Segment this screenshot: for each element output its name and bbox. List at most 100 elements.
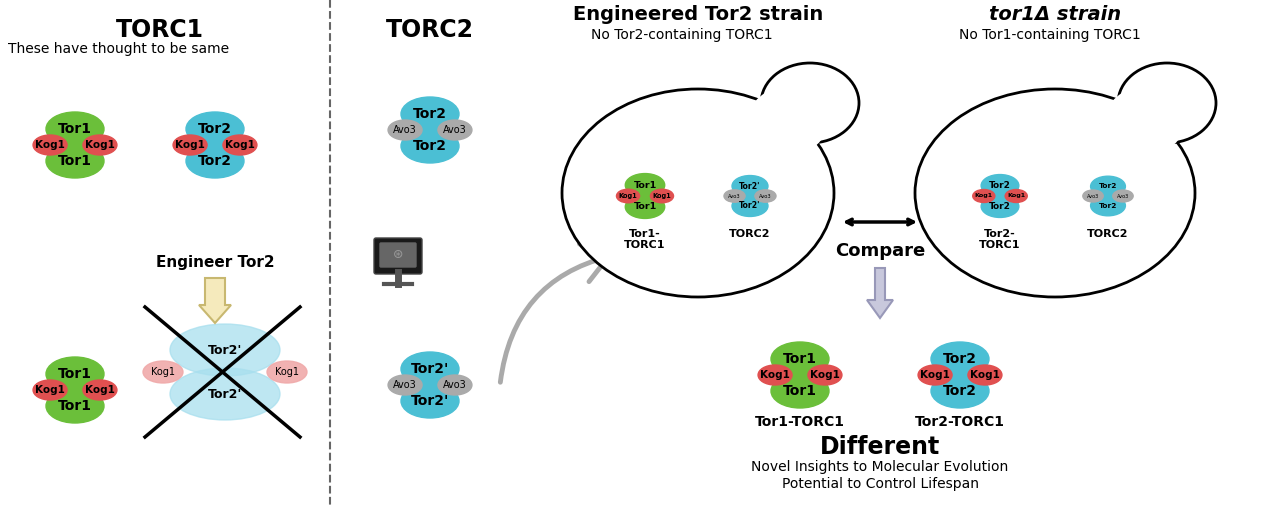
Ellipse shape xyxy=(617,189,640,203)
Ellipse shape xyxy=(982,174,1019,197)
Text: Tor2: Tor2 xyxy=(989,181,1011,190)
Text: Tor2': Tor2' xyxy=(740,201,760,210)
Text: Tor2: Tor2 xyxy=(413,107,447,121)
Text: Tor2': Tor2' xyxy=(207,387,242,401)
FancyArrowPatch shape xyxy=(500,244,608,382)
Text: Engineer Tor2: Engineer Tor2 xyxy=(156,255,274,270)
Ellipse shape xyxy=(186,112,244,146)
Ellipse shape xyxy=(625,195,664,219)
Text: Kog1: Kog1 xyxy=(35,140,65,150)
Text: No Tor2-containing TORC1: No Tor2-containing TORC1 xyxy=(591,28,773,42)
Text: Kog1: Kog1 xyxy=(84,140,115,150)
Ellipse shape xyxy=(771,374,829,408)
Ellipse shape xyxy=(143,361,183,383)
Ellipse shape xyxy=(170,324,280,376)
Text: Kog1: Kog1 xyxy=(920,370,950,380)
Text: Novel Insights to Molecular Evolution: Novel Insights to Molecular Evolution xyxy=(751,460,1009,474)
Text: Tor2: Tor2 xyxy=(1098,184,1117,190)
Ellipse shape xyxy=(915,89,1196,297)
Text: Tor2': Tor2' xyxy=(740,182,760,191)
Ellipse shape xyxy=(1117,63,1216,143)
Ellipse shape xyxy=(562,89,835,297)
Text: Tor1-TORC1: Tor1-TORC1 xyxy=(755,415,845,429)
Ellipse shape xyxy=(931,342,989,376)
Text: Kog1: Kog1 xyxy=(970,370,1000,380)
Text: No Tor1-containing TORC1: No Tor1-containing TORC1 xyxy=(959,28,1140,42)
Text: Kog1: Kog1 xyxy=(35,385,65,395)
Ellipse shape xyxy=(750,89,826,153)
Ellipse shape xyxy=(438,120,472,140)
Text: Avo3: Avo3 xyxy=(728,194,741,199)
Text: Tor2: Tor2 xyxy=(198,122,232,136)
Text: Tor2': Tor2' xyxy=(207,344,242,356)
Text: Tor2-: Tor2- xyxy=(984,229,1016,239)
Text: Tor2: Tor2 xyxy=(989,202,1011,211)
Text: Engineered Tor2 strain: Engineered Tor2 strain xyxy=(573,5,823,24)
Ellipse shape xyxy=(762,63,859,143)
Ellipse shape xyxy=(33,135,67,155)
Ellipse shape xyxy=(83,135,116,155)
Ellipse shape xyxy=(46,112,104,146)
Text: Kog1: Kog1 xyxy=(653,193,671,199)
Text: Kog1: Kog1 xyxy=(275,367,300,377)
Text: Kog1: Kog1 xyxy=(618,193,637,199)
Text: Kog1: Kog1 xyxy=(151,367,175,377)
Ellipse shape xyxy=(918,365,952,385)
Text: Tor1: Tor1 xyxy=(58,399,92,413)
Ellipse shape xyxy=(438,375,472,395)
Text: Tor1: Tor1 xyxy=(783,352,817,366)
Ellipse shape xyxy=(1091,195,1125,216)
Text: Tor1: Tor1 xyxy=(58,367,92,381)
FancyArrow shape xyxy=(198,278,230,323)
Ellipse shape xyxy=(1083,190,1103,202)
Text: TORC2: TORC2 xyxy=(730,229,771,239)
Text: Avo3: Avo3 xyxy=(1087,194,1100,199)
Ellipse shape xyxy=(982,195,1019,218)
Text: Kog1: Kog1 xyxy=(975,194,993,199)
Text: tor1Δ strain: tor1Δ strain xyxy=(989,5,1121,24)
Text: TORC1: TORC1 xyxy=(116,18,204,42)
Ellipse shape xyxy=(186,144,244,178)
Ellipse shape xyxy=(388,120,422,140)
Ellipse shape xyxy=(46,389,104,423)
Text: Different: Different xyxy=(820,435,940,459)
Ellipse shape xyxy=(1112,190,1133,202)
Ellipse shape xyxy=(758,365,792,385)
FancyArrow shape xyxy=(867,268,893,318)
Ellipse shape xyxy=(931,374,989,408)
Text: TORC2: TORC2 xyxy=(1087,229,1129,239)
Ellipse shape xyxy=(401,384,460,418)
Text: Avo3: Avo3 xyxy=(393,380,417,390)
Ellipse shape xyxy=(650,189,673,203)
Text: Tor1: Tor1 xyxy=(58,154,92,168)
Ellipse shape xyxy=(401,129,460,163)
Text: These have thought to be same: These have thought to be same xyxy=(8,42,229,56)
Text: Kog1: Kog1 xyxy=(810,370,840,380)
FancyBboxPatch shape xyxy=(380,243,416,267)
Text: Kog1: Kog1 xyxy=(175,140,205,150)
Text: Avo3: Avo3 xyxy=(759,194,772,199)
Ellipse shape xyxy=(732,195,768,216)
Ellipse shape xyxy=(170,368,280,420)
Text: Tor1: Tor1 xyxy=(634,202,657,211)
Ellipse shape xyxy=(401,97,460,131)
Ellipse shape xyxy=(46,357,104,391)
Text: Tor2': Tor2' xyxy=(411,362,449,376)
Ellipse shape xyxy=(724,190,745,202)
Text: Kog1: Kog1 xyxy=(760,370,790,380)
Text: Tor1-: Tor1- xyxy=(630,229,660,239)
Ellipse shape xyxy=(401,352,460,386)
Ellipse shape xyxy=(808,365,842,385)
Text: Tor2: Tor2 xyxy=(1098,203,1117,208)
Ellipse shape xyxy=(388,375,422,395)
Ellipse shape xyxy=(973,190,995,202)
Ellipse shape xyxy=(173,135,207,155)
Text: Avo3: Avo3 xyxy=(443,380,467,390)
FancyBboxPatch shape xyxy=(374,238,422,274)
Ellipse shape xyxy=(33,380,67,400)
Text: TORC1: TORC1 xyxy=(625,240,666,250)
Ellipse shape xyxy=(968,365,1002,385)
Ellipse shape xyxy=(46,144,104,178)
Ellipse shape xyxy=(83,380,116,400)
Ellipse shape xyxy=(625,173,664,197)
